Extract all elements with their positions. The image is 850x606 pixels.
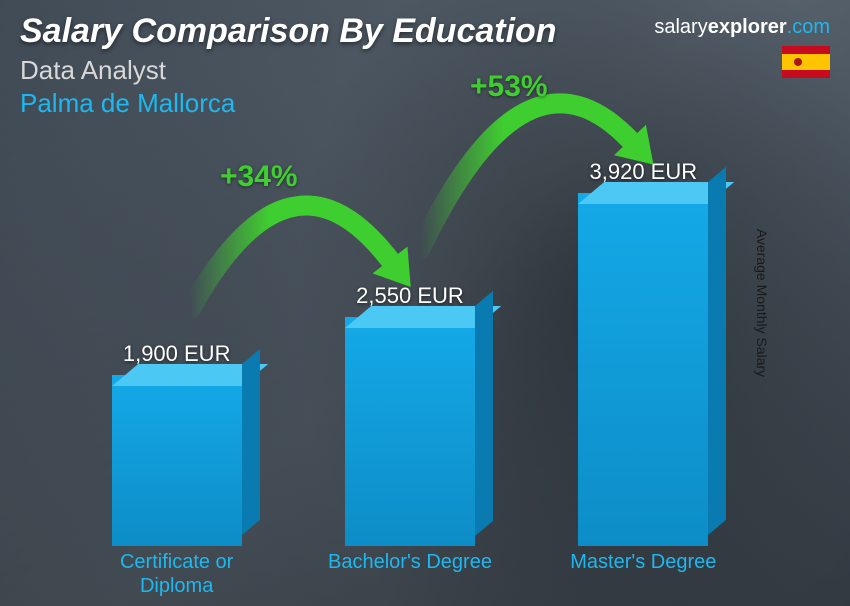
bar-label: Certificate or Diploma xyxy=(87,550,267,598)
bar xyxy=(578,193,708,546)
bar-label: Bachelor's Degree xyxy=(320,550,500,598)
bar xyxy=(112,375,242,546)
brand-logo: salaryexplorer.com xyxy=(654,16,830,39)
job-title: Data Analyst xyxy=(20,55,830,86)
brand-part2: explorer xyxy=(708,16,787,38)
bar-group: 2,550 EUR xyxy=(320,283,500,547)
brand-part1: salary xyxy=(654,16,707,38)
bar-group: 1,900 EUR xyxy=(87,341,267,546)
bar-label: Master's Degree xyxy=(553,550,733,598)
bar-chart: 1,900 EUR 2,550 EUR 3,920 EUR xyxy=(60,126,760,546)
bar-labels: Certificate or Diploma Bachelor's Degree M… xyxy=(60,550,760,598)
increase-pct: +34% xyxy=(220,160,298,194)
location: Palma de Mallorca xyxy=(20,88,830,119)
bar-group: 3,920 EUR xyxy=(553,159,733,546)
brand-part3: .com xyxy=(787,16,830,38)
spain-flag-icon xyxy=(782,46,830,78)
bar-value: 2,550 EUR xyxy=(356,283,464,309)
increase-pct: +53% xyxy=(470,70,548,104)
bar xyxy=(345,317,475,547)
